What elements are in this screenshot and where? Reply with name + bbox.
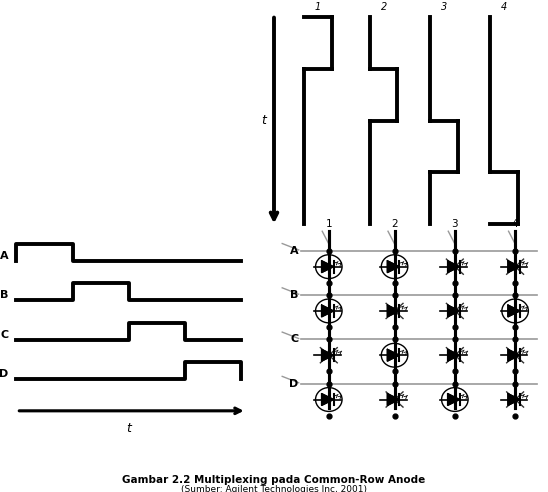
Text: D: D [0, 369, 8, 379]
Polygon shape [448, 394, 460, 405]
Text: 2: 2 [391, 219, 398, 229]
Text: 3: 3 [452, 219, 458, 229]
Text: t: t [261, 114, 266, 127]
Text: 1: 1 [326, 219, 332, 229]
Polygon shape [322, 305, 334, 317]
Text: A: A [0, 251, 8, 261]
Polygon shape [508, 349, 520, 361]
Polygon shape [322, 261, 334, 273]
Polygon shape [508, 261, 520, 273]
Polygon shape [448, 261, 460, 273]
Text: t: t [127, 422, 131, 434]
Text: 3: 3 [441, 2, 447, 12]
Polygon shape [508, 305, 520, 317]
Text: 2: 2 [380, 2, 387, 12]
Polygon shape [322, 394, 334, 405]
Text: C: C [290, 335, 299, 344]
Polygon shape [508, 394, 520, 405]
Polygon shape [448, 349, 460, 361]
Polygon shape [387, 261, 399, 273]
Text: 4: 4 [501, 2, 507, 12]
Text: Gambar 2.2 Multiplexing pada Common-Row Anode: Gambar 2.2 Multiplexing pada Common-Row … [122, 475, 426, 485]
Text: 1: 1 [315, 2, 321, 12]
Text: D: D [289, 379, 299, 389]
Polygon shape [387, 305, 399, 317]
Polygon shape [448, 305, 460, 317]
Polygon shape [387, 394, 399, 405]
Text: C: C [0, 330, 8, 339]
Text: B: B [290, 290, 299, 300]
Text: 4: 4 [512, 219, 518, 229]
Polygon shape [322, 349, 334, 361]
Text: (Sumber: Agilent Technologies Inc, 2001): (Sumber: Agilent Technologies Inc, 2001) [181, 485, 367, 492]
Polygon shape [387, 349, 399, 361]
Text: B: B [0, 290, 8, 300]
Text: A: A [290, 246, 299, 256]
